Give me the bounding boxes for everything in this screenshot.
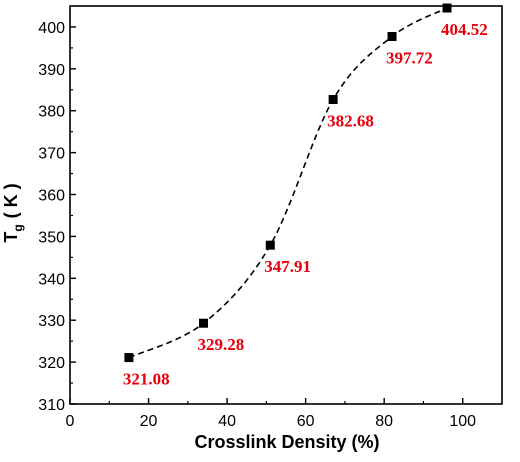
data-label: 347.91: [264, 257, 311, 276]
data-point: [199, 318, 209, 328]
y-tick-label: 360: [38, 188, 65, 205]
data-point: [442, 3, 452, 13]
y-axis-title-subscript: g: [11, 224, 25, 231]
data-label: 382.68: [327, 112, 374, 131]
y-tick-label: 340: [38, 271, 65, 288]
data-point: [124, 353, 134, 363]
y-tick-label: 320: [38, 355, 65, 372]
data-label: 397.72: [386, 48, 433, 67]
data-label: 404.52: [441, 20, 488, 39]
data-point: [387, 31, 397, 41]
data-point: [328, 95, 338, 105]
data-label: 329.28: [198, 335, 245, 354]
x-axis-title: Crosslink Density (%): [194, 432, 379, 452]
y-axis-title-unit: ( K ): [1, 183, 21, 218]
data-label: 321.08: [123, 370, 170, 389]
y-tick-label: 330: [38, 313, 65, 330]
y-tick-label: 380: [38, 104, 65, 121]
x-tick-label: 20: [140, 413, 158, 430]
y-tick-label: 370: [38, 146, 65, 163]
x-tick-label: 100: [449, 413, 476, 430]
svg-text:Tg( K ): Tg ( K ): [1, 183, 25, 242]
data-point: [265, 240, 275, 250]
y-tick-label: 390: [38, 62, 65, 79]
y-axis-title-main: T: [1, 232, 21, 243]
data-labels: 321.08 329.28 347.91 382.68 397.72 404.52: [123, 20, 488, 389]
y-tick-label: 400: [38, 20, 65, 37]
x-tick-label: 0: [66, 413, 75, 430]
x-tick-label: 40: [218, 413, 236, 430]
axes: 0 20 40 60 80 100 310 320 330 340 350 360 370 380 390 4…: [38, 5, 503, 430]
series-layer: [124, 3, 452, 363]
plot-frame: [69, 5, 503, 405]
x-tick-label: 80: [375, 413, 393, 430]
x-tick-label: 60: [297, 413, 315, 430]
y-axis-title: Tg ( K ): [1, 183, 25, 242]
y-tick-label: 350: [38, 229, 65, 246]
y-tick-label: 310: [38, 397, 65, 414]
